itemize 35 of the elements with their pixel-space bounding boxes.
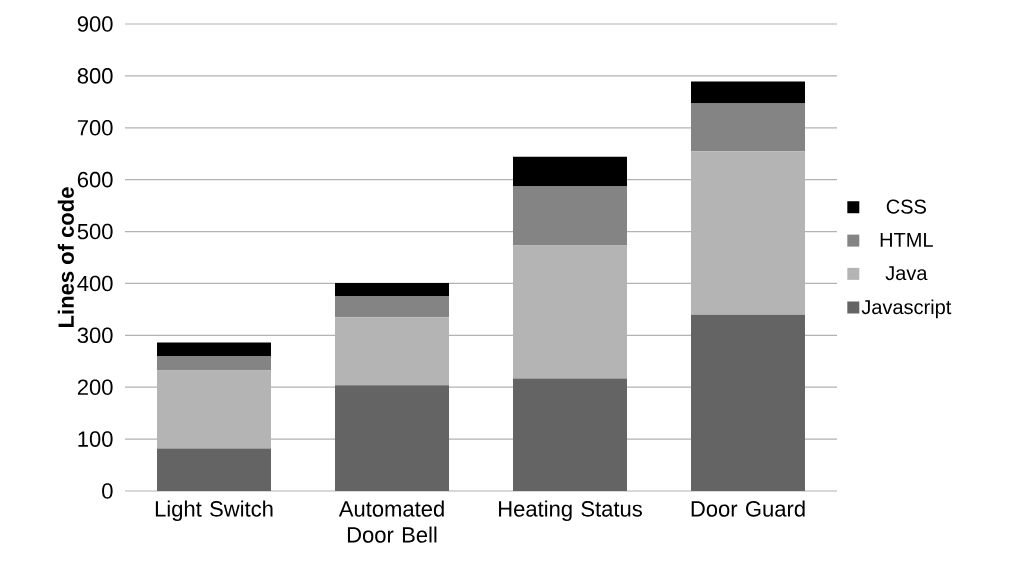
bar bbox=[513, 245, 627, 379]
bar bbox=[157, 370, 271, 449]
x-tick-label: Light Switch bbox=[155, 500, 273, 522]
bar bbox=[335, 282, 450, 296]
y-tick-label: 200 bbox=[77, 379, 113, 395]
x-tick-label: Door Guard bbox=[691, 500, 805, 517]
bar bbox=[513, 156, 627, 187]
legend-label: CSS bbox=[886, 199, 926, 214]
bar bbox=[691, 81, 805, 104]
y-tick-label: 600 bbox=[77, 171, 113, 188]
y-axis-title: Lines of code bbox=[57, 187, 74, 327]
bar bbox=[157, 448, 271, 491]
y-tick-label: 900 bbox=[77, 16, 113, 32]
bar bbox=[335, 385, 450, 491]
y-tick-label: 0 bbox=[102, 483, 113, 499]
y-tick-label: 800 bbox=[77, 68, 113, 84]
bar bbox=[513, 378, 627, 491]
bar bbox=[691, 103, 805, 152]
bar bbox=[691, 151, 805, 315]
bar bbox=[691, 314, 805, 491]
legend-label: Javascript bbox=[861, 299, 952, 319]
y-tick-label: 500 bbox=[77, 223, 113, 240]
y-tick-label: 100 bbox=[78, 431, 113, 447]
bar bbox=[335, 317, 450, 386]
bar bbox=[157, 356, 271, 371]
y-tick-label: 300 bbox=[77, 327, 113, 344]
bar bbox=[335, 295, 450, 318]
legend-label: Java bbox=[885, 266, 928, 281]
x-tick-label: Heating Status bbox=[499, 500, 642, 522]
x-tick-label: Automated Door Bell bbox=[338, 500, 444, 543]
bar bbox=[513, 186, 627, 246]
bar bbox=[157, 342, 271, 357]
y-tick-label: 400 bbox=[77, 275, 113, 292]
legend-label: HTML bbox=[880, 232, 933, 247]
y-tick-label: 700 bbox=[77, 119, 113, 136]
